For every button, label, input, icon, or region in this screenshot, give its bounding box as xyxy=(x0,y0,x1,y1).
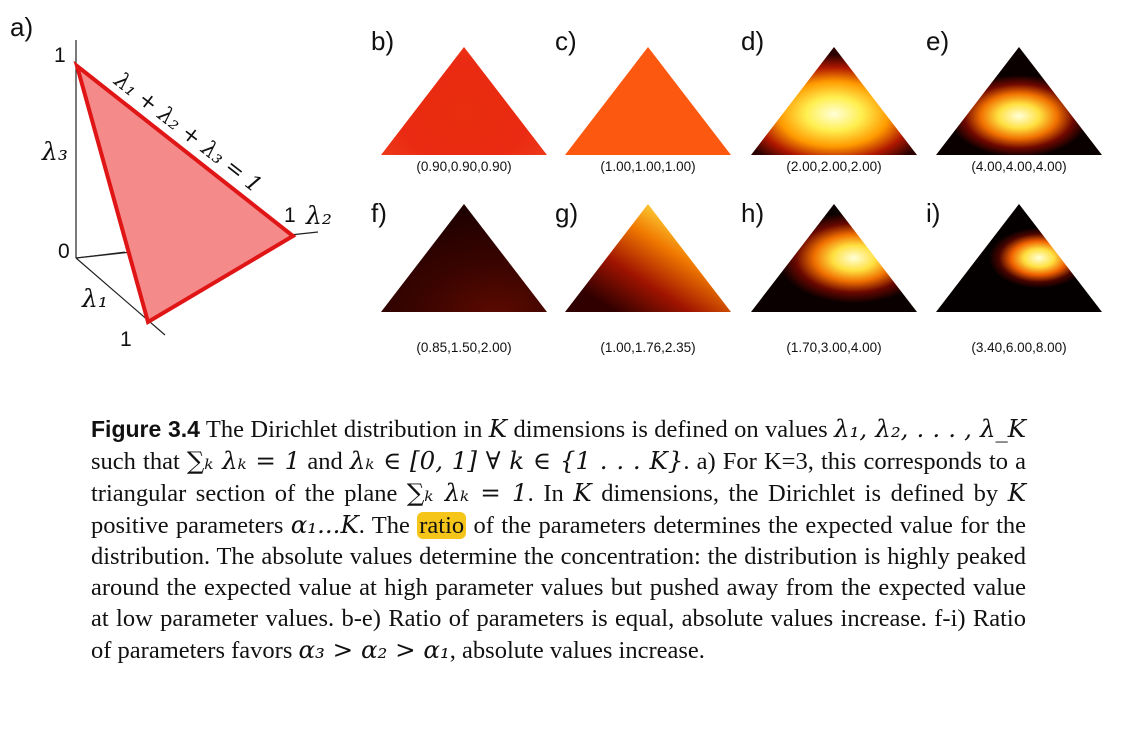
figure-area: a) 1 0 1 1 λ₃ λ₂ λ₁ λ₁ + λ₂ + λ₃ = 1 b) (… xyxy=(10,12,1102,355)
panel-a-label: a) xyxy=(10,12,34,42)
caption-text-6: . In xyxy=(527,480,564,507)
panel-e-label: e) xyxy=(926,26,950,56)
math-values: λ₁, λ₂, . . . , λ_K xyxy=(834,414,1027,443)
panel-a-simplex: 1 0 1 1 λ₃ λ₂ λ₁ λ₁ + λ₂ + λ₃ = 1 xyxy=(41,40,332,351)
math-K-3: K xyxy=(1007,478,1027,507)
highlighted-word[interactable]: ratio xyxy=(417,512,467,539)
panel-b-params: (0.90,0.90,0.90) xyxy=(416,159,512,174)
tick-one-right: 1 xyxy=(284,204,296,227)
panel-c-label: c) xyxy=(555,26,577,56)
caption-text-4: and xyxy=(307,448,343,475)
panel-i-params: (3.40,6.00,8.00) xyxy=(971,340,1067,355)
density-triangle-c xyxy=(565,47,731,155)
figure-caption: Figure 3.4 The Dirichlet distribution in… xyxy=(91,413,1026,666)
math-order: α₃ > α₂ > α₁ xyxy=(298,635,450,664)
caption-text-8: positive parameters xyxy=(91,512,284,539)
tick-zero: 0 xyxy=(58,240,70,263)
density-triangle-g xyxy=(565,204,731,312)
caption-text-3: such that xyxy=(91,448,180,475)
panel-d-params: (2.00,2.00,2.00) xyxy=(786,159,882,174)
panel-h-params: (1.70,3.00,4.00) xyxy=(786,340,882,355)
caption-text-9: . The xyxy=(358,512,410,539)
caption-text-7: dimensions, the Dirichlet is defined by xyxy=(601,480,999,507)
panel-f-label: f) xyxy=(371,198,387,228)
caption-text-11: , absolute values increase. xyxy=(449,637,705,664)
caption-text-1: The Dirichlet distribution in xyxy=(205,416,483,443)
panel-i-label: i) xyxy=(926,198,941,228)
simplex-plane xyxy=(73,60,297,326)
panel-e-params: (4.00,4.00,4.00) xyxy=(971,159,1067,174)
tick-one-bottom: 1 xyxy=(120,328,132,351)
panel-d-label: d) xyxy=(741,26,765,56)
math-params: α₁...K xyxy=(290,510,359,539)
math-K: K xyxy=(488,414,508,443)
panel-h-label: h) xyxy=(741,198,765,228)
axis-tick-line xyxy=(75,251,126,259)
figure-label: Figure 3.4 xyxy=(91,416,200,442)
axis-label-lambda1: λ₁ xyxy=(81,284,108,313)
panel-b-label: b) xyxy=(371,26,395,56)
axis-label-lambda2: λ₂ xyxy=(305,201,332,230)
caption-text-10: of the parameters determines the expecte… xyxy=(91,512,1027,664)
panel-c-params: (1.00,1.00,1.00) xyxy=(600,159,696,174)
panel-f-params: (0.85,1.50,2.00) xyxy=(416,340,512,355)
caption-text-5: . a) For K=3, this corresponds to a tria… xyxy=(91,448,1027,507)
axis-label-lambda3: λ₃ xyxy=(41,137,68,166)
density-triangle-f xyxy=(381,204,547,312)
density-triangle-h xyxy=(751,204,917,312)
caption-text-2: dimensions is defined on values xyxy=(513,416,828,443)
panel-g-label: g) xyxy=(555,198,579,228)
density-triangle-b xyxy=(381,47,547,155)
density-triangle-i xyxy=(936,204,1102,312)
math-K-2: K xyxy=(573,478,592,507)
math-plane: ∑ₖ λₖ = 1 xyxy=(406,478,528,507)
math-range: λₖ ∈ [0, 1] ∀ k ∈ {1 . . . K} xyxy=(349,446,684,475)
density-triangle-e xyxy=(936,47,1102,155)
tick-one-top: 1 xyxy=(54,44,66,67)
panel-g-params: (1.00,1.76,2.35) xyxy=(600,340,696,355)
math-sum: ∑ₖ λₖ = 1 xyxy=(186,446,301,475)
density-triangle-d xyxy=(751,47,917,155)
